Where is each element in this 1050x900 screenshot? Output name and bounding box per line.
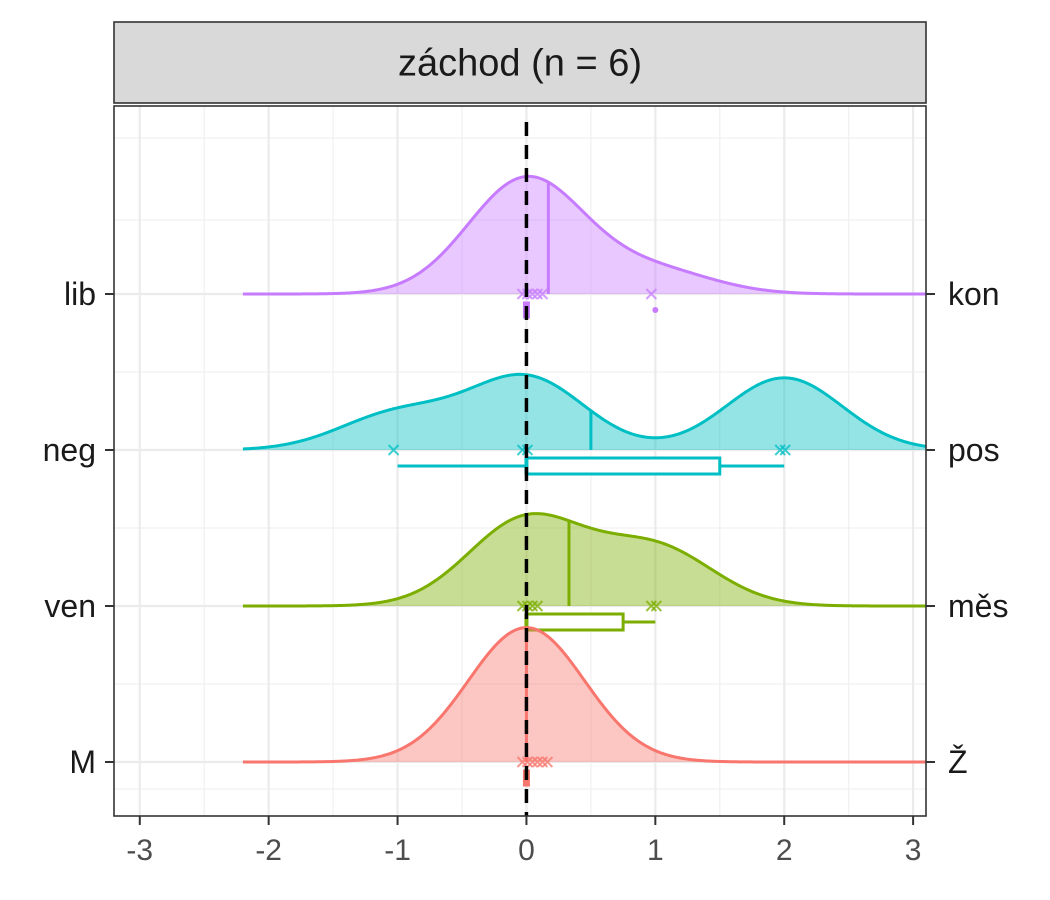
density-line: [242, 626, 926, 764]
data-point-stroke: [531, 600, 544, 612]
density-area: [242, 374, 926, 450]
data-point-stroke: [516, 756, 529, 768]
x-tick-label: 0: [518, 834, 535, 867]
density-row: [242, 372, 927, 476]
data-point-stroke: [536, 756, 549, 768]
left-category-label: ven: [44, 588, 96, 624]
data-point: [541, 756, 554, 768]
data-point-stroke: [779, 444, 791, 456]
x-tick-label: -3: [126, 834, 153, 867]
data-point-stroke: [645, 288, 658, 300]
data-point-stroke: [526, 600, 539, 612]
data-point-stroke: [774, 444, 786, 456]
x-tick-label: 1: [647, 834, 664, 867]
data-point: [531, 600, 544, 612]
data-point: [387, 444, 400, 456]
x-tick-label: -2: [255, 834, 282, 867]
data-point: [536, 756, 549, 768]
box-iqr: [524, 612, 625, 632]
data-point-stroke: [526, 288, 539, 300]
left-category-label: lib: [64, 276, 96, 312]
data-point: [779, 444, 791, 456]
outlier-point: [652, 307, 659, 313]
facet-strip-background: [113, 21, 927, 104]
data-point-stroke: [536, 288, 549, 300]
panel-border: [113, 105, 927, 817]
x-tick-label: 2: [776, 834, 793, 867]
x-tick-label: -1: [384, 834, 411, 867]
panel-background: [114, 106, 926, 816]
box-iqr: [524, 456, 722, 476]
data-point: [645, 288, 658, 300]
right-category-label: kon: [948, 276, 1000, 312]
data-point: [536, 288, 549, 300]
facet-title: záchod (n = 6): [398, 43, 642, 85]
facet-strip: záchod (n = 6): [113, 21, 927, 104]
data-point: [774, 444, 786, 456]
plot-panel: [113, 105, 927, 817]
data-point-stroke: [650, 600, 663, 612]
left-category-label: neg: [43, 432, 96, 468]
data-point: [531, 756, 544, 768]
data-point: [521, 756, 534, 768]
data-point-stroke: [526, 756, 539, 768]
right-category-label: Ž: [948, 744, 968, 780]
data-point-stroke: [531, 756, 544, 768]
density-line: [242, 174, 926, 296]
density-row: [242, 626, 926, 787]
density-line: [242, 512, 926, 608]
data-point: [526, 288, 539, 300]
x-tick-label: 3: [905, 834, 922, 867]
data-point: [531, 288, 544, 300]
right-category-label: měs: [948, 588, 1008, 624]
data-point-stroke: [531, 288, 544, 300]
left-category-label: M: [69, 744, 96, 780]
data-point: [526, 600, 539, 612]
data-point: [526, 756, 539, 768]
data-point-stroke: [521, 756, 534, 768]
data-point: [645, 600, 658, 612]
data-point-stroke: [645, 600, 658, 612]
density-area: [242, 627, 926, 762]
data-point-stroke: [516, 600, 529, 612]
data-point: [650, 600, 663, 612]
data-point-stroke: [541, 756, 554, 768]
right-category-label: pos: [948, 432, 1000, 468]
data-point-stroke: [387, 444, 400, 456]
data-point: [516, 756, 529, 768]
density-area: [242, 513, 926, 606]
density-area: [242, 176, 926, 294]
density-line: [242, 372, 927, 451]
